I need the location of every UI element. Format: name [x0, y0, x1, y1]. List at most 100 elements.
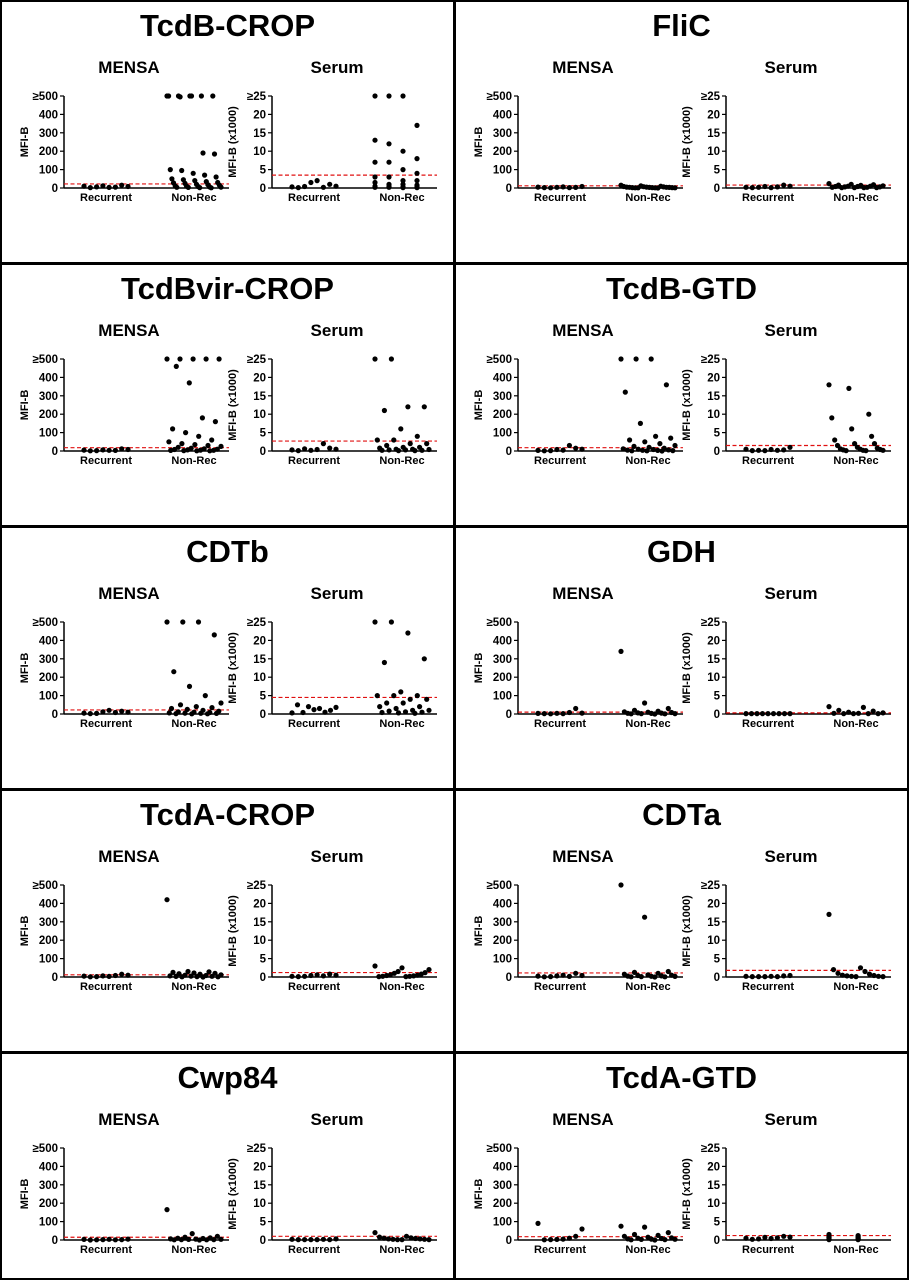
data-point	[333, 1236, 339, 1242]
subplot-serum: Serum MFI-B (x1000) 0 5 10 15 20 ≥25 Recurrent No…	[676, 1110, 906, 1278]
y-tick-label: 400	[493, 109, 512, 121]
data-point	[421, 1236, 428, 1242]
data-point	[218, 700, 224, 706]
data-point	[871, 441, 878, 447]
scatter-svg: MFI-B 0 100 200 300 400 ≥500 Recurrent Non-Rec	[19, 617, 229, 730]
data-point	[566, 185, 572, 191]
data-point	[618, 882, 624, 888]
data-point	[653, 433, 659, 439]
y-tick-label: 0	[260, 446, 266, 458]
y-tick-label: 200	[493, 146, 512, 158]
y-tick-label: 300	[493, 654, 512, 666]
data-point	[862, 968, 868, 975]
data-point	[395, 710, 402, 716]
y-axis-label: MFI-B (x1000)	[681, 106, 693, 178]
data-point	[407, 696, 413, 702]
data-point	[829, 415, 835, 421]
data-point	[391, 970, 397, 976]
data-point	[289, 710, 295, 716]
y-tick-label: ≥500	[33, 880, 59, 892]
data-point	[787, 972, 793, 979]
antigen-panel: TcdA-GTD MENSA MFI-B 0 100 200 300 400 ≥500 Recur…	[454, 1052, 909, 1280]
data-point	[400, 148, 406, 154]
data-point	[374, 437, 380, 443]
antigen-panel: TcdB-GTD MENSA MFI-B 0 100 200 300 400 ≥500 Recur…	[454, 263, 909, 527]
y-tick-label: 5	[714, 954, 721, 966]
data-point	[412, 448, 418, 454]
data-point	[384, 442, 390, 449]
data-point	[112, 709, 118, 716]
panel-title: TcdB-CROP	[139, 8, 316, 43]
data-point	[618, 1223, 624, 1229]
data-point	[402, 447, 409, 453]
data-point	[87, 974, 93, 980]
scatter-svg: MFI-B (x1000) 0 5 10 15 20 ≥25 Recurrent Non-Rec	[227, 617, 437, 730]
scatter-svg: MFI-B (x1000) 0 5 10 15 20 ≥25 Recurrent Non-Rec	[227, 1143, 437, 1256]
data-point	[781, 182, 787, 188]
data-point	[185, 184, 191, 190]
data-point	[408, 1235, 414, 1241]
y-tick-label: 20	[253, 898, 266, 910]
x-category-label: Non-Rec	[379, 192, 424, 204]
antigen-panel: Cwp84 MENSA MFI-B 0 100 200 300 400 ≥500 Recurren…	[0, 1052, 455, 1280]
data-point	[211, 447, 217, 453]
data-point	[880, 447, 886, 453]
y-tick-label: 15	[707, 917, 720, 929]
scatter-svg: MFI-B 0 100 200 300 400 ≥500 Recurrent Non-Rec	[19, 880, 229, 993]
data-point	[399, 1237, 405, 1243]
data-point	[394, 1237, 401, 1243]
data-point	[414, 693, 420, 699]
y-tick-label: 0	[714, 183, 720, 195]
data-point	[860, 704, 866, 710]
y-tick-label: 200	[493, 409, 512, 421]
data-point	[787, 183, 793, 189]
y-axis-label: MFI-B (x1000)	[681, 1158, 693, 1230]
data-point	[405, 630, 411, 636]
data-point	[743, 446, 749, 452]
y-tick-label: 0	[714, 446, 720, 458]
data-point	[535, 710, 541, 716]
data-point	[756, 974, 762, 980]
data-point	[207, 448, 213, 454]
data-point	[209, 437, 215, 443]
x-category-label: Non-Rec	[171, 718, 216, 730]
data-point	[880, 974, 886, 980]
subplot-serum: Serum MFI-B (x1000) 0 5 10 15 20 ≥25 Recurrent No…	[222, 1110, 452, 1278]
data-point	[560, 972, 566, 978]
data-point	[308, 972, 314, 979]
data-point	[670, 448, 676, 454]
data-point	[631, 443, 637, 449]
data-point	[672, 1236, 678, 1242]
data-point	[573, 445, 579, 451]
data-point	[787, 444, 793, 450]
data-point	[426, 1237, 432, 1243]
data-point	[628, 1237, 634, 1243]
data-point	[379, 709, 385, 716]
data-point	[851, 185, 857, 191]
data-point	[407, 441, 413, 447]
data-point	[765, 711, 771, 717]
data-point	[655, 1232, 661, 1238]
y-tick-label: 0	[714, 709, 720, 721]
data-point	[194, 974, 200, 980]
y-tick-label: 200	[493, 935, 512, 947]
data-point	[541, 974, 547, 980]
y-tick-label: 15	[253, 917, 266, 929]
y-tick-label: 0	[260, 1235, 266, 1247]
data-point	[402, 709, 409, 715]
y-axis-label: MFI-B (x1000)	[227, 1158, 239, 1230]
y-axis-label: MFI-B	[19, 390, 31, 421]
data-point	[295, 974, 301, 980]
data-point	[400, 178, 406, 184]
data-point	[320, 973, 326, 979]
data-point	[579, 446, 585, 452]
data-point	[327, 971, 333, 977]
y-tick-label: 100	[39, 428, 58, 440]
data-point	[295, 448, 301, 454]
data-point	[164, 356, 170, 362]
antigen-panel: TcdBvir-CROP MENSA MFI-B 0 100 200 300 400 ≥500 R…	[0, 263, 455, 527]
data-point	[208, 185, 214, 191]
data-point	[173, 711, 179, 717]
data-point	[125, 1236, 131, 1242]
data-point	[756, 1236, 762, 1242]
